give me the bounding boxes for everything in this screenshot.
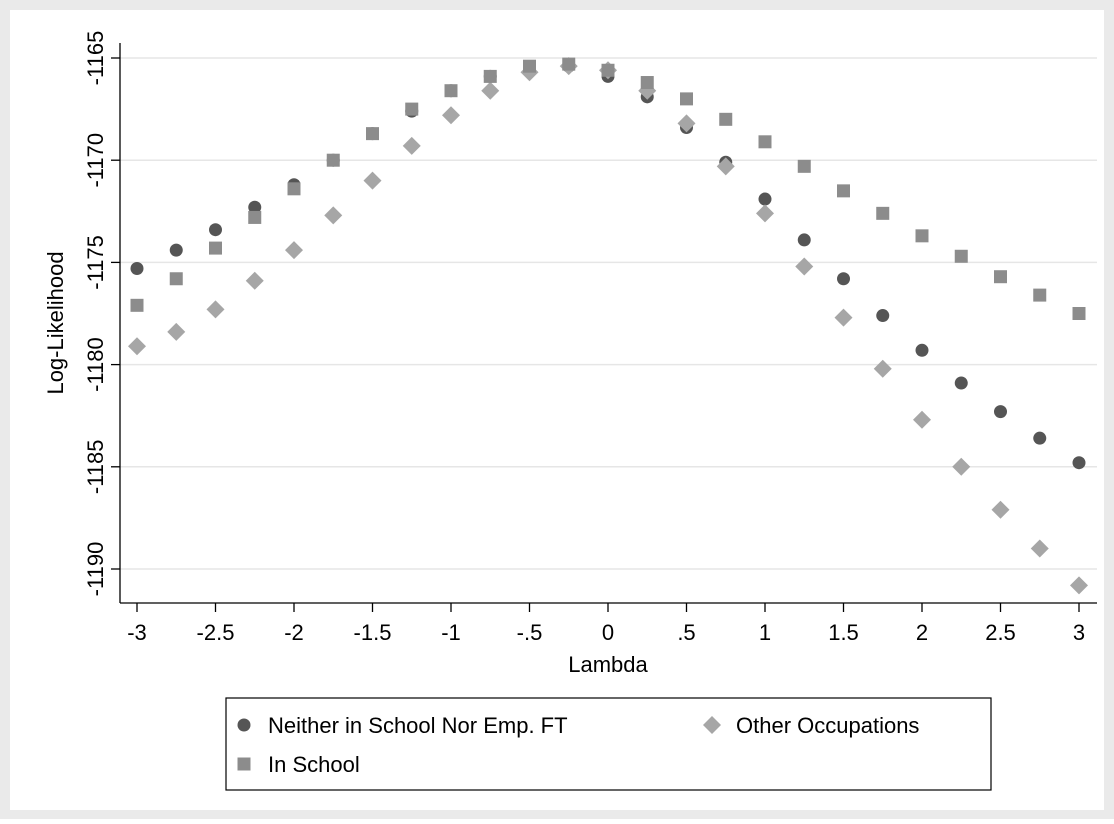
square-point bbox=[483, 69, 497, 83]
circle-point bbox=[797, 233, 811, 247]
circle-point bbox=[169, 243, 183, 257]
square-point bbox=[287, 182, 301, 196]
x-tick-label: 2.5 bbox=[985, 620, 1016, 645]
diamond-point bbox=[756, 204, 774, 223]
circle-point bbox=[248, 200, 262, 214]
circle-point bbox=[209, 223, 222, 237]
diamond-point bbox=[167, 322, 186, 341]
x-tick-label: -.5 bbox=[517, 620, 543, 645]
square-point bbox=[719, 112, 733, 126]
square-point bbox=[405, 102, 419, 116]
x-tick-label: 3 bbox=[1073, 620, 1085, 645]
square-point bbox=[758, 135, 772, 149]
x-tick-label: 1.5 bbox=[828, 620, 859, 645]
circle-point bbox=[994, 405, 1007, 419]
axes: -1165 -1170 -1175 -1180 -1185 -1190 -3 -2.5 -2 -1… bbox=[83, 31, 1097, 645]
diamond-point bbox=[442, 106, 460, 125]
x-tick-label: -2.5 bbox=[197, 620, 235, 645]
square-point bbox=[680, 92, 693, 106]
diamond-point bbox=[991, 500, 1010, 519]
y-tick-label: -1170 bbox=[83, 133, 108, 188]
diamond-point bbox=[1030, 539, 1049, 558]
x-tick-label: .5 bbox=[677, 620, 695, 645]
circle-point bbox=[876, 309, 890, 323]
diamond-point bbox=[913, 410, 931, 429]
circle-point bbox=[837, 272, 850, 286]
diamond-point bbox=[716, 157, 735, 176]
legend-circle-swatch bbox=[237, 718, 251, 732]
panel-background bbox=[10, 10, 1104, 810]
square-point bbox=[169, 272, 183, 286]
y-tick-label: -1165 bbox=[83, 31, 108, 86]
square-point bbox=[209, 241, 222, 255]
square-point bbox=[523, 59, 536, 73]
legend-box bbox=[225, 697, 992, 791]
square-point bbox=[1033, 288, 1047, 302]
y-tick-label: -1185 bbox=[83, 439, 108, 494]
diamond-point bbox=[324, 206, 343, 225]
square-point bbox=[994, 270, 1007, 284]
square-point bbox=[562, 57, 576, 71]
x-tick-label: -2 bbox=[284, 620, 304, 645]
square-point bbox=[797, 159, 811, 173]
diamond-point bbox=[363, 171, 382, 190]
diamond-point bbox=[285, 241, 303, 260]
square-point bbox=[444, 84, 458, 98]
y-tick-label: -1180 bbox=[83, 337, 108, 392]
square-point bbox=[130, 298, 144, 312]
x-tick-label: 0 bbox=[602, 620, 614, 645]
diamond-point bbox=[795, 257, 814, 276]
x-axis-label: Lambda bbox=[568, 652, 648, 677]
square-point bbox=[837, 184, 850, 198]
square-point bbox=[601, 63, 615, 77]
circle-point bbox=[1072, 456, 1086, 470]
diamond-point bbox=[834, 308, 853, 327]
diamond-point bbox=[952, 457, 971, 476]
square-point bbox=[876, 206, 890, 220]
diamond-point bbox=[873, 359, 892, 378]
legend-square-swatch bbox=[237, 757, 251, 771]
x-tick-label: -1 bbox=[441, 620, 461, 645]
circle-point bbox=[954, 376, 968, 390]
legend-label: Neither in School Nor Emp. FT bbox=[268, 713, 568, 738]
y-tick-label: -1190 bbox=[83, 542, 108, 597]
diamond-point bbox=[245, 271, 264, 290]
circle-point bbox=[758, 192, 772, 206]
diamond-point bbox=[481, 81, 500, 100]
square-point bbox=[954, 249, 968, 263]
x-tick-label: -3 bbox=[127, 620, 147, 645]
legend-diamond-swatch bbox=[703, 716, 721, 734]
diamond-point bbox=[1070, 576, 1088, 595]
square-point bbox=[248, 210, 262, 224]
legend-label: Other Occupations bbox=[736, 713, 919, 738]
square-point bbox=[326, 153, 340, 167]
y-tick-label: -1175 bbox=[83, 235, 108, 290]
x-tick-label: 1 bbox=[759, 620, 771, 645]
diamond-point bbox=[677, 114, 696, 133]
legend: Neither in School Nor Emp. FT Other Occup… bbox=[225, 697, 992, 791]
circle-point bbox=[130, 262, 144, 276]
y-axis-label: Log-Likelihood bbox=[43, 251, 68, 394]
x-tick-label: -1.5 bbox=[354, 620, 392, 645]
gridlines bbox=[120, 57, 1097, 570]
circle-point bbox=[915, 343, 929, 357]
x-tick-label: 2 bbox=[916, 620, 928, 645]
legend-label: In School bbox=[268, 752, 360, 777]
square-point bbox=[366, 127, 379, 141]
square-point bbox=[1072, 307, 1086, 320]
square-point bbox=[640, 76, 654, 90]
diamond-point bbox=[402, 136, 421, 155]
square-point bbox=[915, 229, 929, 243]
data-points bbox=[128, 57, 1088, 595]
diamond-point bbox=[128, 337, 146, 356]
diamond-point bbox=[206, 300, 225, 319]
circle-point bbox=[1033, 431, 1047, 445]
